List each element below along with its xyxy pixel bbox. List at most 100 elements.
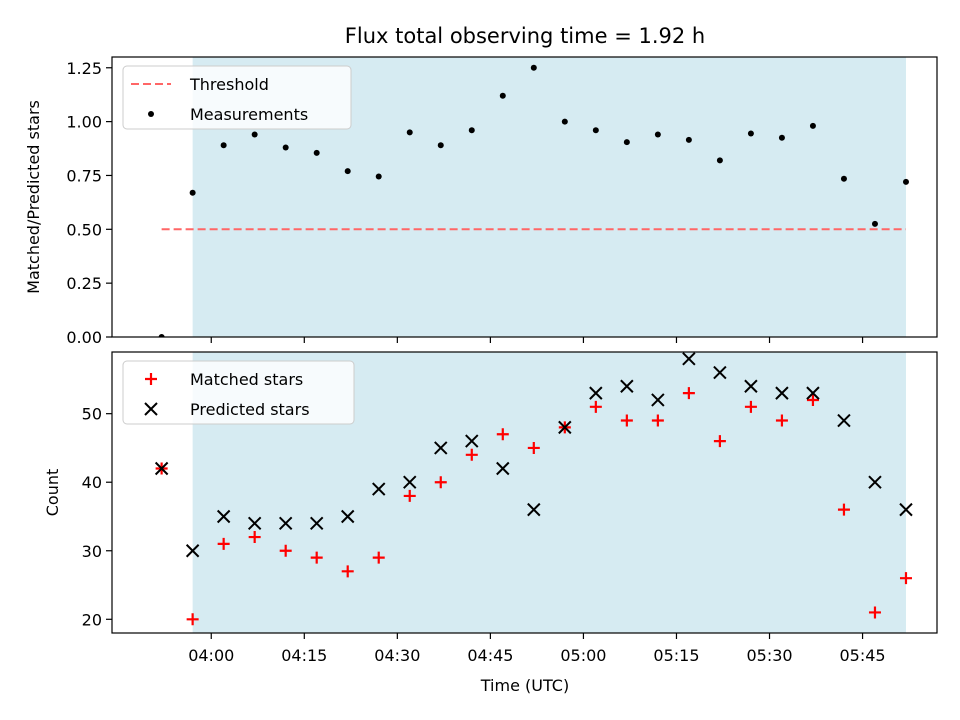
matched-star-point [775, 414, 788, 427]
matched-star-point [744, 400, 757, 413]
predicted-star-point [403, 475, 417, 489]
matched-star-point [217, 537, 230, 550]
x-tick-label: 05:30 [746, 646, 792, 665]
x-tick-label: 04:45 [467, 646, 513, 665]
legend-box [122, 360, 355, 425]
chart-title: Flux total observing time = 1.92 h [345, 24, 705, 48]
measurement-point [437, 142, 444, 149]
matched-star-point [465, 448, 478, 461]
measurement-point [313, 149, 320, 156]
y-tick-label: 50 [82, 405, 102, 424]
predicted-star-point [185, 544, 200, 558]
y-tick-label: 20 [82, 610, 102, 629]
matched-star-point [279, 544, 292, 557]
ratio-panel: 0.00 0.25 0.50 0.75 1.00 1.25 Matched/Predicte… [24, 56, 938, 347]
matched-star-point [589, 400, 602, 413]
y-tick-label: 0.00 [66, 328, 102, 347]
measurement-point [530, 64, 537, 71]
x-tick-label: 05:15 [653, 646, 699, 665]
plot-area [158, 64, 909, 337]
measurement-point [282, 144, 289, 151]
y-tick-label: 0.50 [66, 220, 102, 239]
predicted-star-point [682, 352, 696, 366]
measurement-point [344, 168, 351, 175]
predicted-star-point [216, 509, 231, 524]
matched-star-point [186, 613, 199, 626]
predicted-star-point [372, 482, 386, 496]
predicted-star-point [309, 516, 324, 531]
y-axis-label: Count [43, 469, 62, 517]
measurement-point [654, 131, 661, 138]
predicted-star-point [341, 509, 355, 524]
measurement-point [499, 92, 506, 99]
predicted-star-point [620, 379, 634, 393]
legend-measurement-swatch [148, 111, 154, 117]
x-axis-label: Time (UTC) [480, 676, 569, 695]
legend-box [122, 65, 352, 130]
measurement-point [158, 334, 165, 337]
legend: Matched stars Predicted stars [122, 360, 355, 425]
y-tick-label: 1.00 [66, 113, 102, 132]
predicted-star-point [465, 434, 479, 448]
predicted-star-point [434, 441, 448, 455]
matched-star-point [806, 393, 819, 406]
matched-star-point [341, 565, 354, 578]
matched-star-point [310, 551, 323, 564]
measurement-point [561, 118, 568, 125]
measurement-point [220, 142, 227, 149]
measurement-point [251, 131, 258, 138]
matched-star-point [682, 387, 695, 400]
predicted-star-point [651, 393, 665, 407]
count-panel: 20 30 40 50 Count 04:00 04:15 04:30 04:45 05:00 05… [43, 351, 938, 665]
predicted-star-point [868, 475, 882, 489]
matched-star-point [899, 572, 912, 585]
measurement-point [406, 129, 413, 136]
matched-star-point [837, 503, 850, 516]
predicted-star-point [899, 502, 913, 517]
predicted-star-point [744, 379, 758, 393]
measurement-point [592, 127, 599, 134]
matched-star-point [713, 435, 726, 448]
y-tick-label: 1.25 [66, 59, 102, 78]
y-tick-label: 0.25 [66, 274, 102, 293]
predicted-star-point [837, 413, 851, 428]
measurement-point [902, 178, 909, 185]
matched-star-point [372, 551, 385, 564]
measurement-point [685, 136, 692, 143]
matched-star-point [403, 489, 416, 502]
legend: Threshold Measurements [122, 65, 352, 130]
legend-label: Matched stars [190, 370, 303, 389]
measurement-point [623, 139, 630, 146]
predicted-star-point [713, 365, 727, 380]
x-tick-label: 04:00 [188, 646, 234, 665]
predicted-star-point [496, 461, 510, 476]
predicted-star-point [278, 516, 293, 531]
x-tick-label: 04:15 [281, 646, 327, 665]
measurement-point [871, 220, 878, 227]
matched-star-point [868, 606, 881, 619]
predicted-star-point [527, 502, 541, 517]
axes-frame [111, 351, 938, 634]
matched-star-point [651, 414, 664, 427]
matched-star-point [248, 531, 261, 544]
matched-star-point [527, 441, 540, 454]
predicted-star-point [558, 420, 572, 435]
y-tick-label: 40 [82, 473, 102, 492]
matched-star-point [496, 428, 509, 441]
matched-star-point [620, 414, 633, 427]
x-tick-label: 05:45 [840, 646, 886, 665]
predicted-star-point [806, 386, 820, 400]
legend-matched-swatch [145, 373, 157, 385]
x-tick-label: 05:00 [560, 646, 606, 665]
measurement-point [840, 175, 847, 182]
legend-label: Measurements [190, 105, 308, 124]
measurement-point [809, 122, 816, 129]
measurement-point [375, 173, 382, 180]
predicted-star-point [775, 386, 789, 400]
y-axis-label: Matched/Predicted stars [24, 100, 43, 294]
legend-predicted-swatch [144, 402, 158, 416]
matched-star-point [434, 476, 447, 489]
y-tick-label: 30 [82, 542, 102, 561]
y-tick-label: 0.75 [66, 166, 102, 185]
